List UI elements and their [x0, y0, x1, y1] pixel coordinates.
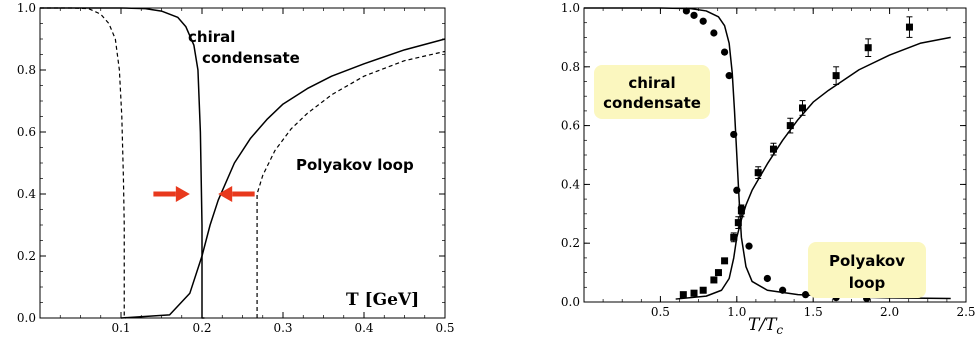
right-x-tick-label: 2.5 — [956, 305, 975, 319]
left-chart: 0.1 0.2 0.3 0.4 0.5 0.0 0.2 0.4 0.6 0.8 1.0 chiral… — [17, 1, 455, 335]
left-y-tick-label: 0.2 — [17, 249, 36, 263]
right-y-tick-label: 0.8 — [561, 60, 580, 74]
right-chart: 0.5 1.0 1.5 2.0 2.5 0.0 0.2 0.4 0.6 0.8 1.0 chiral… — [561, 1, 976, 337]
square-data-point — [690, 289, 698, 297]
square-data-point — [786, 122, 794, 130]
left-x-tick-label: 0.5 — [435, 321, 454, 335]
circle-data-point — [745, 242, 753, 250]
left-x-tick-label: 0.2 — [192, 321, 211, 335]
left-x-axis-label: T [GeV] — [346, 290, 419, 310]
right-annotation-chiral-box — [594, 65, 710, 119]
square-data-point — [734, 219, 742, 227]
square-data-point — [754, 169, 762, 177]
square-data-point — [769, 145, 777, 153]
square-data-point — [714, 269, 722, 277]
left-ticks: 0.1 0.2 0.3 0.4 0.5 0.0 0.2 0.4 0.6 0.8 1.0 — [17, 1, 455, 335]
right-annotation-chiral-line1: chiral — [628, 74, 675, 92]
left-series-line-2 — [120, 38, 446, 319]
right-y-tick-label: 0.0 — [561, 295, 580, 309]
right-series-line-0 — [584, 7, 951, 300]
circle-data-point — [733, 186, 741, 194]
left-series-line-1 — [40, 7, 126, 319]
left-y-tick-label: 0.6 — [17, 125, 36, 139]
right-y-tick-label: 0.6 — [561, 119, 580, 133]
right-x-tick-label: 0.5 — [651, 305, 670, 319]
circle-data-point — [720, 48, 729, 56]
red-arrow-head — [218, 186, 233, 202]
square-data-point — [799, 104, 807, 112]
circle-data-point — [725, 72, 733, 80]
left-y-tick-label: 0.8 — [17, 63, 36, 77]
left-x-tick-label: 0.1 — [111, 321, 130, 335]
right-x-tick-label: 1.5 — [804, 305, 823, 319]
circle-data-point — [779, 286, 787, 294]
red-arrow-head — [175, 186, 190, 202]
circle-data-point — [710, 29, 718, 37]
left-series-line-0 — [40, 7, 205, 319]
square-data-point — [679, 291, 687, 299]
right-curves — [584, 7, 951, 300]
left-y-tick-label: 0.0 — [17, 311, 36, 325]
right-x-axis-label: T/Tc — [748, 315, 783, 337]
circle-data-point — [763, 274, 771, 283]
right-y-tick-label: 0.2 — [561, 236, 580, 250]
right-annotation-polyakov-box — [808, 242, 926, 298]
square-data-point — [864, 44, 872, 52]
square-data-point — [699, 286, 707, 294]
circle-data-point — [801, 291, 810, 299]
right-y-tick-label: 0.4 — [561, 177, 580, 191]
circle-data-point — [682, 7, 690, 15]
square-data-point — [710, 276, 718, 284]
square-data-point — [905, 23, 913, 31]
circle-data-point — [690, 11, 698, 19]
right-series-line-1 — [675, 36, 951, 300]
left-annotation-chiral-line1: chiral — [188, 28, 235, 46]
left-y-tick-label: 1.0 — [17, 1, 36, 15]
left-x-tick-label: 0.3 — [273, 321, 292, 335]
right-annotation-chiral-line2: condensate — [603, 94, 701, 112]
left-x-tick-label: 0.4 — [354, 321, 373, 335]
square-data-point — [737, 207, 745, 215]
right-x-tick-label: 1.0 — [727, 305, 746, 319]
right-annotation-polyakov-line2: loop — [849, 274, 886, 292]
circle-data-point — [730, 130, 738, 139]
right-annotation-polyakov-line1: Polyakov — [829, 252, 905, 270]
left-y-tick-label: 0.4 — [17, 187, 36, 201]
left-series-line-3 — [256, 50, 446, 318]
left-annotation-polyakov: Polyakov loop — [296, 156, 414, 174]
left-curves — [40, 7, 446, 319]
right-x-tick-label: 2.0 — [880, 305, 899, 319]
square-data-point — [721, 257, 729, 265]
left-annotation-chiral-line2: condensate — [202, 49, 300, 67]
square-data-point — [832, 72, 840, 80]
circle-data-point — [699, 17, 707, 25]
left-arrows — [153, 186, 255, 202]
square-data-point — [730, 233, 738, 241]
right-y-tick-label: 1.0 — [561, 1, 580, 15]
